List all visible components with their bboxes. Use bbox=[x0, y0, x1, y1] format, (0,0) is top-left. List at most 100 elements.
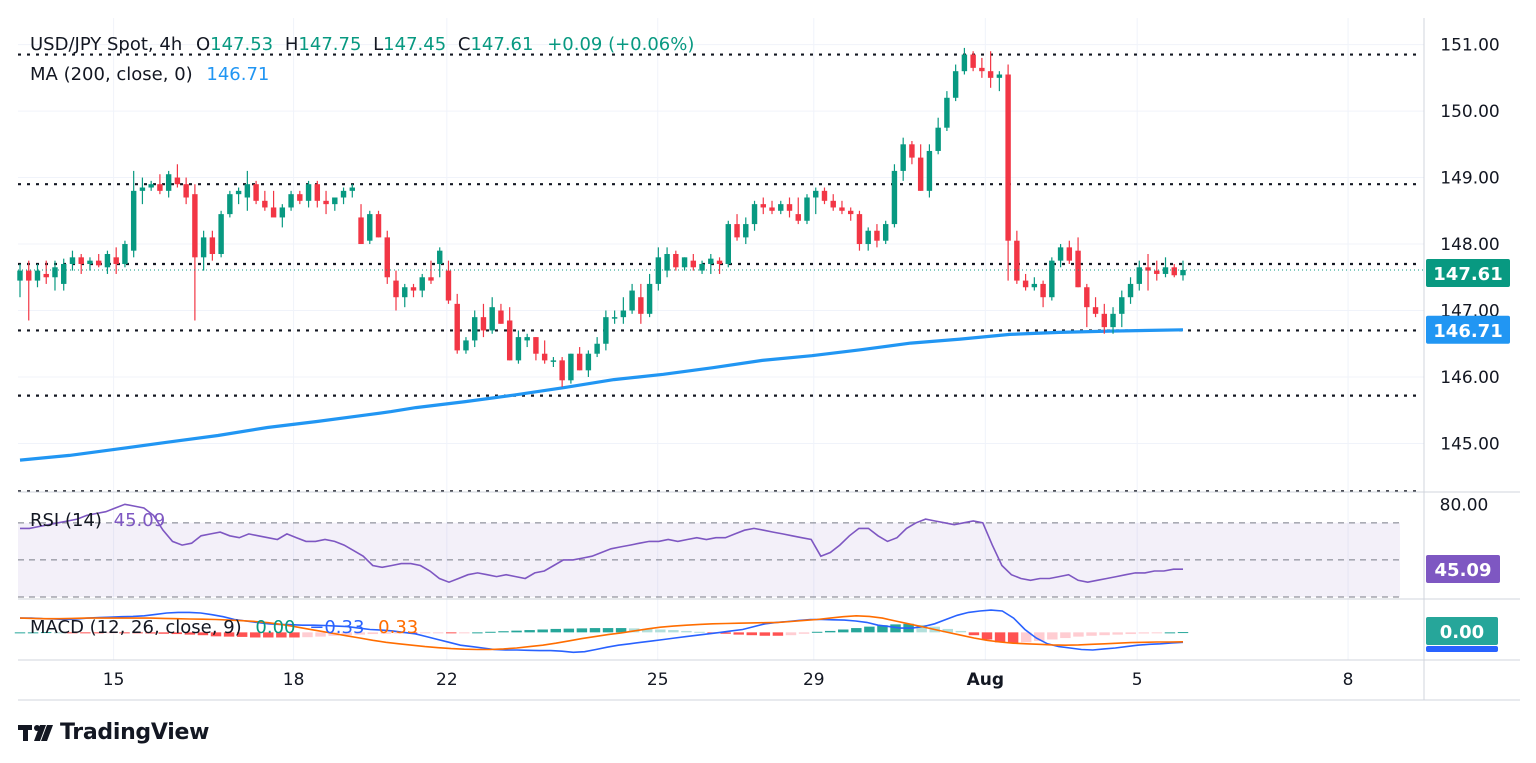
macd-histogram-bar bbox=[380, 632, 392, 634]
rsi-pane[interactable]: 80.00 45.09 bbox=[18, 495, 1500, 598]
macd-last-tag-bg bbox=[1426, 617, 1498, 645]
candle-body bbox=[95, 260, 102, 266]
candle-body bbox=[410, 287, 417, 291]
candle bbox=[26, 260, 32, 321]
macd-histogram-bar bbox=[432, 632, 444, 634]
rsi-tick-label: 80.00 bbox=[1440, 495, 1489, 515]
candle bbox=[629, 283, 635, 314]
macd-histogram-bar bbox=[746, 632, 758, 636]
candle bbox=[375, 210, 382, 238]
candle bbox=[78, 254, 84, 274]
time-axis[interactable]: 15 18 22 25 29 Aug 5 8 bbox=[103, 670, 1354, 690]
candle-body bbox=[708, 258, 714, 264]
candle-body bbox=[340, 190, 347, 198]
candle-body bbox=[437, 250, 443, 264]
candle-body bbox=[489, 307, 495, 331]
candle bbox=[935, 117, 941, 155]
macd-histogram-bar bbox=[968, 632, 980, 636]
candle-body bbox=[148, 184, 154, 188]
candle bbox=[165, 170, 172, 198]
macd-histogram-bar bbox=[1112, 632, 1123, 635]
macd-histogram-bar bbox=[341, 632, 352, 636]
macd-histogram-bar bbox=[276, 632, 287, 638]
candle bbox=[550, 357, 557, 368]
macd-histogram-bar bbox=[315, 632, 326, 637]
candle-body bbox=[681, 257, 688, 268]
macd-histogram-bar bbox=[994, 632, 1006, 643]
candle bbox=[349, 184, 355, 198]
macd-histogram-bar bbox=[158, 632, 169, 634]
tradingview-brand[interactable]: TradingView bbox=[18, 720, 209, 745]
price-tick-label: 149.00 bbox=[1440, 169, 1499, 189]
macd-histogram-bar bbox=[67, 632, 78, 634]
candle-body bbox=[559, 360, 565, 381]
candle bbox=[122, 240, 128, 268]
candle bbox=[1066, 240, 1073, 264]
macd-histogram-bar bbox=[459, 632, 470, 634]
candle bbox=[1101, 303, 1108, 334]
macd-histogram-bar bbox=[419, 632, 431, 634]
macd-histogram-bar bbox=[485, 631, 496, 633]
candle bbox=[786, 197, 793, 218]
candle bbox=[961, 47, 968, 75]
candle-body bbox=[157, 184, 163, 191]
macd-histogram-bar bbox=[1164, 632, 1176, 634]
candle bbox=[611, 310, 618, 324]
legend-ma-value: 146.71 bbox=[206, 64, 269, 85]
candle-body bbox=[848, 210, 854, 215]
macd-histogram-bar bbox=[106, 632, 117, 634]
candle-body bbox=[1040, 283, 1046, 298]
candle bbox=[603, 310, 609, 351]
candle bbox=[1154, 260, 1160, 281]
candle-body bbox=[699, 263, 705, 271]
candle-body bbox=[1084, 287, 1090, 308]
macd-histogram-bar bbox=[563, 628, 575, 633]
candle bbox=[1049, 257, 1055, 301]
macd-histogram-bar bbox=[942, 628, 954, 633]
candle-body bbox=[550, 360, 557, 362]
candle-body bbox=[454, 303, 460, 351]
candle bbox=[218, 210, 224, 258]
macd-histogram-bar bbox=[210, 632, 222, 637]
candle-body bbox=[611, 317, 618, 319]
macd-last-tag: 0.00 bbox=[1440, 622, 1484, 643]
macd-histogram-bar bbox=[733, 632, 744, 635]
candle bbox=[638, 283, 644, 324]
candle bbox=[305, 180, 312, 208]
macd-histogram-bar bbox=[263, 632, 274, 638]
candle bbox=[795, 197, 801, 225]
candle bbox=[95, 254, 102, 268]
macd-histogram-bar bbox=[759, 632, 771, 636]
candle-body bbox=[909, 144, 915, 158]
rsi-last-tag: 45.09 bbox=[1435, 560, 1492, 581]
candle-body bbox=[61, 263, 67, 284]
price-pane[interactable] bbox=[18, 18, 1424, 490]
macd-histogram-bar bbox=[602, 628, 614, 633]
candle-body bbox=[393, 280, 399, 298]
candle-body bbox=[139, 187, 146, 191]
tradingview-brand-name: TradingView bbox=[60, 720, 210, 745]
candle bbox=[393, 270, 399, 311]
macd-histogram-bar bbox=[655, 629, 666, 633]
candle bbox=[821, 187, 828, 205]
candle bbox=[192, 184, 198, 321]
candle bbox=[979, 57, 985, 78]
candle-body bbox=[1057, 247, 1064, 261]
macd-legend-signal: −0.33 bbox=[309, 617, 364, 638]
macd-histogram-bar bbox=[40, 632, 52, 634]
macd-histogram-bar bbox=[1073, 632, 1084, 637]
macd-histogram-bar bbox=[955, 630, 967, 633]
candle bbox=[1127, 277, 1134, 304]
legend-ma-label: MA (200, close, 0) bbox=[30, 64, 193, 85]
candle-body bbox=[1136, 267, 1142, 284]
candle-body bbox=[419, 277, 425, 291]
candle-body bbox=[506, 320, 513, 361]
macd-histogram-bar bbox=[1034, 632, 1045, 641]
macd-pane[interactable]: 0.00 bbox=[14, 609, 1498, 654]
candle bbox=[952, 64, 959, 102]
candle-body bbox=[795, 214, 801, 221]
candle-body bbox=[856, 214, 863, 245]
candle bbox=[323, 190, 329, 215]
candle bbox=[130, 170, 137, 258]
price-axis[interactable]: 151.00150.00149.00148.00147.00146.00145.… bbox=[18, 36, 1510, 455]
